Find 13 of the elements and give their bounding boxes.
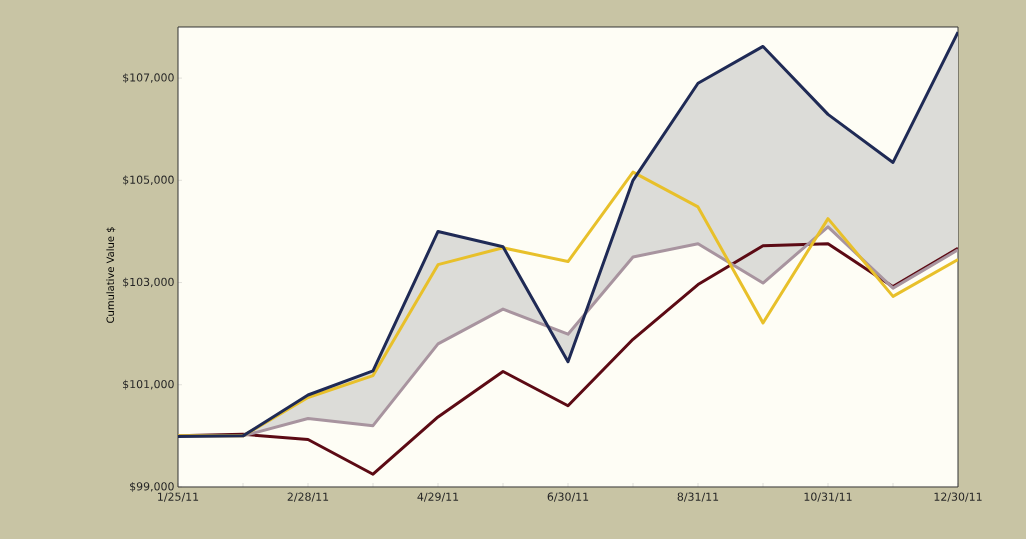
y-tick-label: $105,000 bbox=[123, 175, 174, 186]
x-tick-label: 10/31/11 bbox=[804, 492, 852, 502]
y-tick-label: $101,000 bbox=[123, 379, 174, 390]
x-tick-label: 8/31/11 bbox=[677, 492, 719, 502]
x-tick-label: 4/29/11 bbox=[417, 492, 459, 502]
x-tick-label: 6/30/11 bbox=[547, 492, 589, 502]
y-tick-label: $103,000 bbox=[123, 277, 174, 288]
x-tick-label: 12/30/11 bbox=[934, 492, 982, 502]
y-tick-label: $99,000 bbox=[130, 482, 174, 492]
y-axis-title: Cumulative Value $ bbox=[106, 227, 116, 323]
x-tick-label: 2/28/11 bbox=[287, 492, 329, 502]
x-tick-label: 1/25/11 bbox=[158, 492, 199, 502]
y-tick-label: $107,000 bbox=[123, 73, 174, 84]
